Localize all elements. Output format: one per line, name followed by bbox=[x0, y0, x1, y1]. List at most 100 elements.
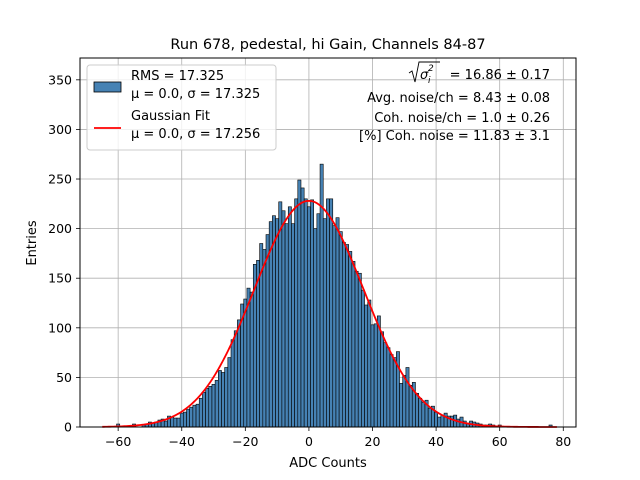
histogram-bar bbox=[373, 323, 378, 428]
annotation-line-2: Avg. noise/ch = 8.43 ± 0.08 bbox=[367, 91, 550, 106]
gaussian-fit-line bbox=[102, 199, 557, 428]
histogram-bar bbox=[440, 414, 445, 428]
x-axis-ticks: −60 −40 −20 0 20 40 60 80 bbox=[105, 427, 571, 449]
histogram-bar bbox=[163, 420, 168, 428]
histogram-bar bbox=[214, 380, 219, 428]
histogram-bar bbox=[386, 347, 391, 428]
histogram-bar bbox=[256, 260, 260, 428]
histogram-bar bbox=[243, 298, 248, 428]
histogram-bar bbox=[183, 411, 187, 428]
histogram-bar bbox=[402, 375, 407, 428]
histogram-bar bbox=[246, 287, 251, 428]
annotation-line-4: [%] Coh. noise = 11.83 ± 3.1 bbox=[359, 129, 550, 144]
histogram-bar bbox=[275, 218, 280, 428]
plot-frame bbox=[79, 57, 577, 428]
histogram-bar bbox=[221, 372, 225, 428]
histogram-bar bbox=[421, 401, 426, 428]
x-tick-label: 80 bbox=[555, 434, 571, 449]
y-tick-label: 200 bbox=[48, 221, 72, 236]
legend-box bbox=[86, 64, 277, 151]
histogram-bar bbox=[205, 388, 210, 428]
annotation-line-3: Coh. noise/ch = 1.0 ± 0.26 bbox=[374, 111, 550, 126]
histogram-bar bbox=[357, 272, 362, 428]
sqrt-symbol bbox=[408, 61, 440, 83]
histogram-bar bbox=[418, 397, 423, 428]
histogram-bar bbox=[291, 223, 295, 428]
x-tick-label: 20 bbox=[365, 434, 381, 449]
x-tick-label: 40 bbox=[428, 434, 444, 449]
histogram-bar bbox=[383, 342, 388, 428]
histogram-bar bbox=[415, 392, 419, 428]
histogram-bar bbox=[408, 385, 413, 428]
x-tick-label: 60 bbox=[492, 434, 508, 449]
histogram-bar bbox=[202, 391, 206, 428]
x-tick-label: −20 bbox=[232, 434, 258, 449]
histogram-bar bbox=[427, 407, 432, 428]
sigma-subscript: i bbox=[428, 76, 431, 86]
histogram-bar bbox=[233, 330, 238, 428]
histogram-bar bbox=[345, 244, 349, 428]
histogram-bar bbox=[370, 324, 375, 428]
histogram-bar bbox=[322, 218, 327, 428]
x-axis-label: ADC Counts bbox=[289, 456, 367, 471]
histogram-bar bbox=[319, 163, 324, 428]
histogram-bar bbox=[192, 404, 197, 428]
histogram-bar bbox=[367, 299, 372, 428]
histogram-bar bbox=[310, 199, 314, 428]
histogram-bar bbox=[316, 213, 321, 428]
y-tick-label: 0 bbox=[64, 420, 72, 435]
y-tick-label: 300 bbox=[48, 122, 72, 137]
noise-annotations: σ 2 i = 16.86 ± 0.17 Avg. noise/ch = 8.4… bbox=[359, 61, 550, 144]
legend-histogram-line2: μ = 0.0, σ = 17.325 bbox=[131, 87, 260, 102]
histogram-bar bbox=[376, 315, 381, 428]
y-tick-label: 100 bbox=[48, 320, 72, 335]
histogram-bar bbox=[278, 201, 283, 428]
histogram-bar bbox=[211, 384, 216, 428]
histogram-bar bbox=[348, 251, 353, 428]
histogram-bar bbox=[189, 406, 194, 428]
histogram-bar bbox=[227, 357, 232, 428]
y-axis-ticks: 0 50 100 150 200 250 300 350 bbox=[48, 72, 80, 435]
legend-histogram-swatch bbox=[93, 81, 122, 93]
histogram-bar bbox=[249, 291, 254, 428]
histogram-bar bbox=[300, 187, 305, 428]
histogram-bar bbox=[173, 417, 178, 428]
histogram-bar bbox=[354, 270, 359, 428]
histogram-bar bbox=[198, 397, 203, 428]
histogram-bar bbox=[389, 354, 394, 428]
sigma-superscript: 2 bbox=[428, 64, 434, 74]
histogram-bar bbox=[364, 304, 369, 428]
histogram-bar bbox=[287, 206, 292, 428]
sigma-symbol: σ bbox=[420, 68, 429, 83]
histogram-bar bbox=[313, 228, 318, 428]
histogram-bar bbox=[224, 367, 229, 428]
histogram-bar bbox=[450, 415, 454, 428]
histogram-bar bbox=[186, 408, 190, 428]
y-tick-label: 250 bbox=[48, 172, 72, 187]
histogram-bar bbox=[342, 242, 346, 428]
histogram-bar bbox=[443, 412, 448, 428]
histogram-bar bbox=[399, 383, 404, 428]
y-tick-label: 50 bbox=[56, 370, 72, 385]
histogram-bar bbox=[351, 261, 356, 428]
histogram-bar bbox=[230, 339, 235, 428]
chart-title: Run 678, pedestal, hi Gain, Channels 84-… bbox=[170, 37, 485, 53]
histogram-bar bbox=[265, 234, 270, 428]
histogram-bar bbox=[434, 411, 438, 428]
histogram-bar bbox=[335, 217, 340, 428]
sigma-annotation: σ 2 i = 16.86 ± 0.17 bbox=[408, 61, 550, 86]
histogram-bar bbox=[332, 225, 337, 428]
histogram-bar bbox=[272, 215, 276, 428]
histogram-bar bbox=[218, 370, 222, 428]
histogram-bar bbox=[170, 416, 175, 428]
y-tick-label: 350 bbox=[48, 72, 72, 87]
histogram-bar bbox=[303, 198, 308, 428]
annotation-line-1: = 16.86 ± 0.17 bbox=[450, 68, 550, 83]
histogram-bar bbox=[329, 198, 334, 428]
legend-fit-line1: Gaussian Fit bbox=[131, 109, 210, 124]
x-tick-label: −60 bbox=[105, 434, 131, 449]
legend: RMS = 17.325 μ = 0.0, σ = 17.325 Gaussia… bbox=[86, 64, 277, 151]
histogram-bar bbox=[380, 331, 384, 428]
histogram-bar bbox=[281, 210, 286, 428]
